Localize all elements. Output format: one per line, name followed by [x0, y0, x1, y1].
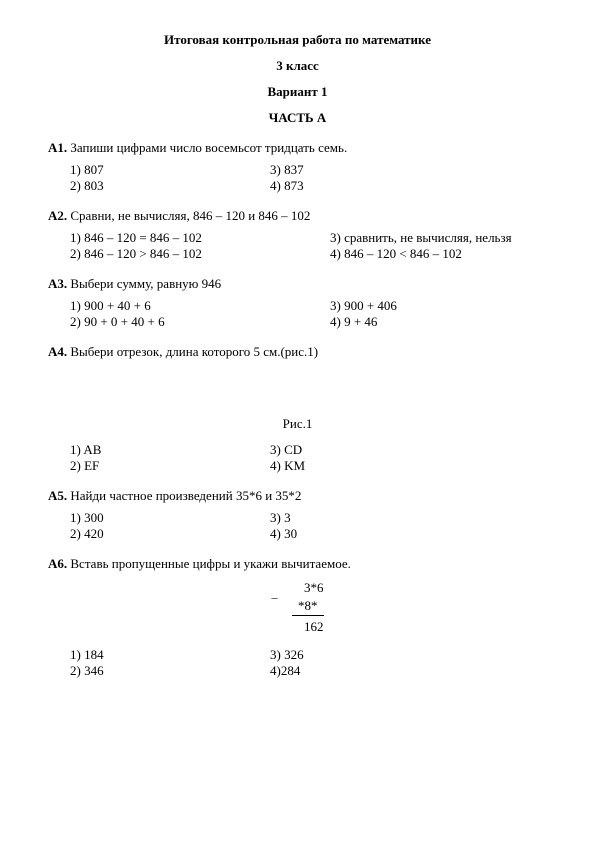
q2-opt-1: 1) 846 – 120 = 846 – 102 — [70, 230, 330, 246]
q5-text: Найди частное произведений 35*6 и 35*2 — [67, 488, 301, 503]
variant-line: Вариант 1 — [48, 84, 547, 100]
minus-icon: _ — [272, 586, 278, 601]
q6-options: 1) 184 3) 326 2) 346 4)284 — [70, 647, 547, 679]
q6-label: А6. — [48, 556, 67, 571]
q6-opt-2: 2) 346 — [70, 663, 270, 679]
q5-label: А5. — [48, 488, 67, 503]
q3-label: А3. — [48, 276, 67, 291]
question-a3: А3. Выбери сумму, равную 946 — [48, 276, 547, 292]
q6-text: Вставь пропущенные цифры и укажи вычитае… — [67, 556, 351, 571]
q1-opt-1: 1) 807 — [70, 162, 270, 178]
q3-opt-3: 3) 900 + 406 — [330, 298, 397, 314]
question-a1: А1. Запиши цифрами число восемьсот тридц… — [48, 140, 547, 156]
question-a2: А2. Сравни, не вычисляя, 846 – 120 и 846… — [48, 208, 547, 224]
q3-options: 1) 900 + 40 + 6 3) 900 + 406 2) 90 + 0 +… — [70, 298, 547, 330]
figure-caption: Рис.1 — [48, 416, 547, 432]
q3-opt-2: 2) 90 + 0 + 40 + 6 — [70, 314, 330, 330]
q1-text: Запиши цифрами число восемьсот тридцать … — [67, 140, 347, 155]
q4-opt-4: 4) KM — [270, 458, 305, 474]
sub-top: 3*6 — [304, 580, 324, 596]
q3-opt-1: 1) 900 + 40 + 6 — [70, 298, 330, 314]
q3-opt-4: 4) 9 + 46 — [330, 314, 377, 330]
q5-opt-1: 1) 300 — [70, 510, 270, 526]
q5-opt-3: 3) 3 — [270, 510, 291, 526]
q4-opt-1: 1) AB — [70, 442, 270, 458]
q2-label: А2. — [48, 208, 67, 223]
question-a6: А6. Вставь пропущенные цифры и укажи выч… — [48, 556, 547, 572]
q6-opt-3: 3) 326 — [270, 647, 304, 663]
q4-text: Выбери отрезок, длина которого 5 см.(рис… — [67, 344, 318, 359]
doc-title: Итоговая контрольная работа по математик… — [48, 32, 547, 48]
part-a-head: ЧАСТЬ А — [48, 110, 547, 126]
q4-label: А4. — [48, 344, 67, 359]
q6-opt-4: 4)284 — [270, 663, 300, 679]
q4-opt-2: 2) EF — [70, 458, 270, 474]
q6-opt-1: 1) 184 — [70, 647, 270, 663]
q2-opt-3: 3) сравнить, не вычисляя, нельзя — [330, 230, 512, 246]
q2-text: Сравни, не вычисляя, 846 – 120 и 846 – 1… — [67, 208, 310, 223]
q5-options: 1) 300 3) 3 2) 420 4) 30 — [70, 510, 547, 542]
q2-opt-2: 2) 846 – 120 > 846 – 102 — [70, 246, 330, 262]
q1-opt-4: 4) 873 — [270, 178, 304, 194]
q2-options: 1) 846 – 120 = 846 – 102 3) сравнить, не… — [70, 230, 547, 262]
q1-options: 1) 807 3) 837 2) 803 4) 873 — [70, 162, 547, 194]
q1-opt-2: 2) 803 — [70, 178, 270, 194]
subtraction-figure: _ 3*6 *8* 162 — [48, 580, 547, 635]
question-a5: А5. Найди частное произведений 35*6 и 35… — [48, 488, 547, 504]
q2-opt-4: 4) 846 – 120 < 846 – 102 — [330, 246, 462, 262]
q3-text: Выбери сумму, равную 946 — [67, 276, 221, 291]
question-a4: А4. Выбери отрезок, длина которого 5 см.… — [48, 344, 547, 360]
q4-opt-3: 3) CD — [270, 442, 302, 458]
grade-line: 3 класс — [48, 58, 547, 74]
q5-opt-2: 2) 420 — [70, 526, 270, 542]
sub-result: 162 — [304, 619, 324, 635]
q4-options: 1) AB 3) CD 2) EF 4) KM — [70, 442, 547, 474]
q1-opt-3: 3) 837 — [270, 162, 304, 178]
q1-label: А1. — [48, 140, 67, 155]
page: Итоговая контрольная работа по математик… — [0, 0, 595, 715]
sub-mid: *8* — [292, 598, 324, 616]
q5-opt-4: 4) 30 — [270, 526, 297, 542]
